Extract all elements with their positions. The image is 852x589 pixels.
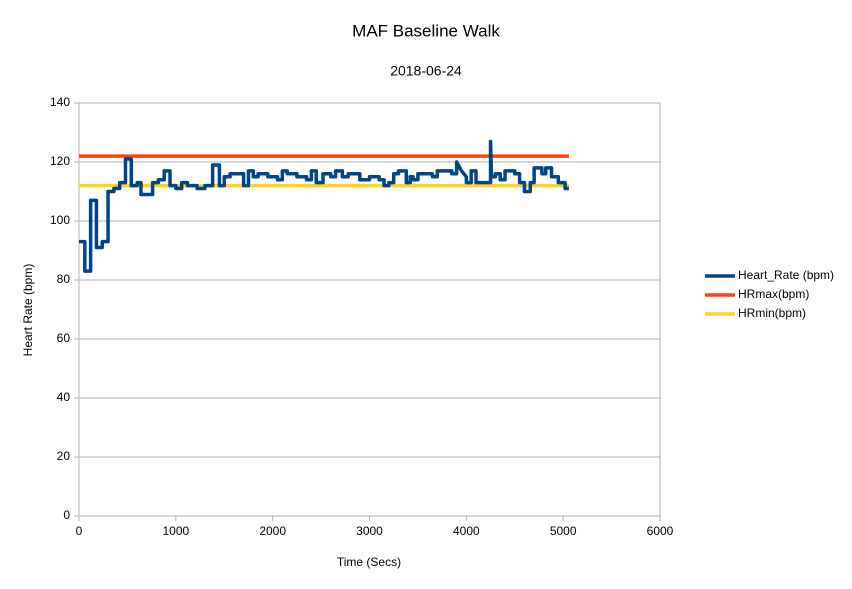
y-tick-label: 0 bbox=[63, 508, 70, 522]
x-tick-label: 6000 bbox=[647, 524, 674, 538]
x-tick-label: 0 bbox=[76, 524, 83, 538]
legend-label: HRmax(bpm) bbox=[738, 287, 809, 301]
x-axis-label: Time (Secs) bbox=[337, 555, 401, 569]
y-tick-label: 80 bbox=[57, 272, 71, 286]
y-tick-label: 40 bbox=[57, 390, 71, 404]
y-tick-label: 140 bbox=[50, 95, 70, 109]
legend-label: HRmin(bpm) bbox=[738, 306, 806, 320]
x-tick-label: 2000 bbox=[259, 524, 286, 538]
x-tick-label: 3000 bbox=[356, 524, 383, 538]
x-tick-label: 4000 bbox=[453, 524, 480, 538]
legend-label: Heart_Rate (bpm) bbox=[738, 268, 834, 282]
y-tick-label: 20 bbox=[57, 449, 71, 463]
chart-title: MAF Baseline Walk bbox=[352, 21, 500, 40]
series-line bbox=[79, 139, 569, 273]
y-tick-label: 120 bbox=[50, 154, 70, 168]
x-tick-label: 1000 bbox=[162, 524, 189, 538]
x-tick-label: 5000 bbox=[550, 524, 577, 538]
y-tick-label: 60 bbox=[57, 331, 71, 345]
plot-border bbox=[78, 102, 661, 517]
y-tick-label: 100 bbox=[50, 213, 70, 227]
y-axis-label: Heart Rate (bpm) bbox=[21, 264, 35, 357]
chart-subtitle: 2018-06-24 bbox=[390, 63, 462, 79]
